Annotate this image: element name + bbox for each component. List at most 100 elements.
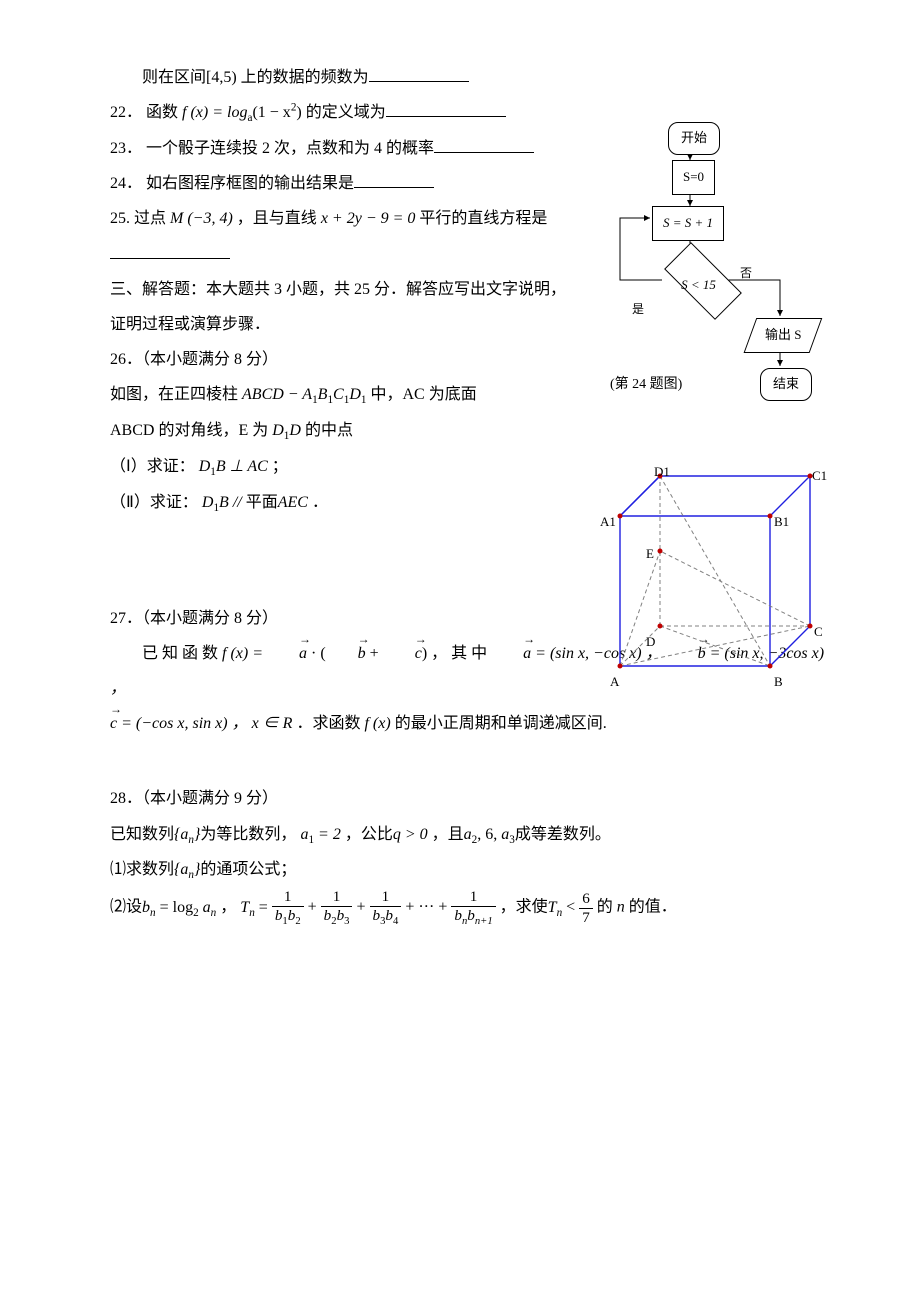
a3: a3 <box>501 826 515 843</box>
fx: f (x) = log <box>182 104 247 121</box>
cv: = (−cos x, sin x) ， <box>117 715 251 732</box>
label-C: C <box>814 618 823 647</box>
q21-tail: 则在区间[4,5) 上的数据的频数为 <box>110 60 830 95</box>
Tn2: Tn <box>548 899 563 916</box>
a2: a2 <box>464 826 478 843</box>
text: 的通项公式； <box>200 861 296 878</box>
text: 已知数列 <box>110 826 174 843</box>
blank <box>386 100 506 117</box>
text: 如图，在正四棱柱 <box>110 386 238 403</box>
text: 函数 <box>146 104 178 121</box>
vec-c2: c <box>110 706 117 741</box>
text: 的最小正周期和单调递减区间. <box>391 715 607 732</box>
text: 为等比数列， <box>200 826 300 843</box>
q: q > 0 <box>393 826 428 843</box>
text: ⑵设 <box>110 899 142 916</box>
flow-end: 结束 <box>760 368 812 401</box>
text: ABCD 的对角线，E 为 <box>110 422 268 439</box>
q-num: 23． <box>110 140 142 157</box>
plus: + <box>356 899 369 916</box>
page-content: 则在区间[4,5) 上的数据的频数为 22． 函数 f (x) = log a (1… <box>110 60 830 928</box>
Tn: Tn = <box>240 899 272 916</box>
pts: （本小题满分 8 分） <box>142 351 278 368</box>
pts: （本小题满分 9 分） <box>142 790 278 807</box>
label-D1: D1 <box>654 458 670 487</box>
flow-s0: S=0 <box>672 160 715 195</box>
text: 中，AC 为底面 <box>370 386 476 403</box>
vec-b: b <box>326 636 366 671</box>
line-eq: x + 2y − 9 = 0 <box>321 210 416 227</box>
text: 成等差数列。 <box>515 826 611 843</box>
point-M: M (−3, 4) <box>170 210 233 227</box>
text: ，求使 <box>500 899 548 916</box>
q21-text: 则在区间[4,5) 上的数据的频数为 <box>142 69 369 86</box>
pts: （本小题满分 8 分） <box>142 610 278 627</box>
a1: a1 = 2 <box>300 826 340 843</box>
label-C1: C1 <box>812 462 827 491</box>
blank <box>434 136 534 153</box>
q28-p2: ⑵设bn = log2 an ， Tn = 1b1b2 + 1b2b3 + 1b… <box>110 888 830 928</box>
label-B1: B1 <box>774 508 789 537</box>
fx: f (x) = <box>222 645 267 662</box>
prism-name: ABCD − A1B1C1D1 <box>242 386 366 403</box>
pre: 过点 <box>134 210 166 227</box>
text: （Ⅰ）求证： <box>110 458 195 475</box>
post: ) 的定义域为 <box>296 104 385 121</box>
vec-a: a <box>267 636 307 671</box>
text: 一个骰子连续投 2 次，点数和为 4 的概率 <box>146 140 434 157</box>
vec-c: c <box>383 636 422 671</box>
text: 已 知 函 数 <box>142 645 222 662</box>
an: {an} <box>174 826 200 843</box>
text: ， <box>216 899 240 916</box>
expr: D1B // <box>202 494 246 511</box>
diagram-panel: 开始 S=0 S = S + 1 S < 15 是 否 输出 S 结束 (第 2… <box>580 120 860 696</box>
fx2: f (x) <box>364 715 390 732</box>
flow-no: 否 <box>740 260 752 286</box>
flow-output: 输出 S <box>744 318 823 353</box>
text: 的 <box>597 899 617 916</box>
q-num: 26． <box>110 351 142 368</box>
text: ，且 <box>428 826 464 843</box>
aec: AEC <box>278 494 308 511</box>
frac-n: 1bnbn+1 <box>451 888 495 928</box>
q-num: 22． <box>110 104 142 121</box>
q28-l1: 已知数列{an}为等比数列， a1 = 2 ，公比q > 0 ，且a2, 6, … <box>110 817 830 853</box>
punct: ； <box>268 458 288 475</box>
text: 平面 <box>246 494 278 511</box>
flow-start: 开始 <box>668 122 720 155</box>
label-D: D <box>646 628 655 657</box>
dots: + ··· + <box>405 899 451 916</box>
prism-svg <box>580 436 830 696</box>
punct: ． <box>308 494 328 511</box>
six: , 6, <box>477 826 501 843</box>
q27-l2: c = (−cos x, sin x) ， x ∈ R ．求函数 f (x) 的… <box>110 706 830 741</box>
q-num: 27． <box>110 610 142 627</box>
bn: bn = log2 an <box>142 899 216 916</box>
text: 如右图程序框图的输出结果是 <box>146 175 354 192</box>
expr: D1B ⊥ AC <box>199 458 268 475</box>
label-A1: A1 <box>600 508 616 537</box>
flow-step: S = S + 1 <box>652 206 724 241</box>
arg: (1 − x <box>252 104 290 121</box>
label-E: E <box>646 540 654 569</box>
label-A: A <box>610 668 619 697</box>
xR: x ∈ R <box>252 715 293 732</box>
an2: {an} <box>174 861 200 878</box>
blank <box>369 65 469 82</box>
close: ) ， 其 中 <box>422 645 491 662</box>
flow-caption: (第 24 题图) <box>610 370 682 401</box>
d1d: D1D <box>272 422 301 439</box>
q-num: 24． <box>110 175 142 192</box>
mid: ，且与直线 <box>237 210 321 227</box>
text: 三、解答题：本大题共 3 小题，共 25 分．解答应写出文字说明， <box>110 281 566 298</box>
label-B: B <box>774 668 783 697</box>
q28-head: 28．（本小题满分 9 分） <box>110 781 830 816</box>
plus: + <box>308 899 321 916</box>
vec-a2: a <box>491 636 531 671</box>
frac-3: 1b3b4 <box>370 888 402 928</box>
frac-1: 1b1b2 <box>272 888 304 928</box>
post: 平行的直线方程是 <box>419 210 547 227</box>
blank <box>110 242 230 259</box>
flow-yes: 是 <box>632 296 644 322</box>
n: n <box>617 899 625 916</box>
